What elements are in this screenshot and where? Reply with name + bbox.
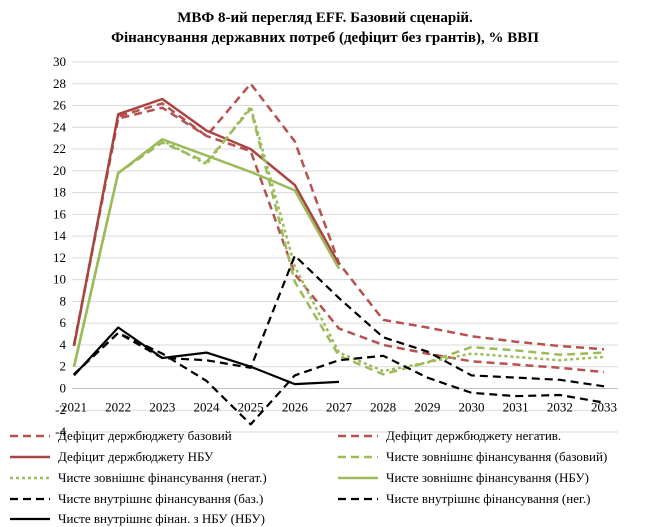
y-tick-label: 12 [53, 250, 66, 265]
y-tick-label: 18 [53, 185, 66, 200]
x-tick-label: 2024 [194, 399, 221, 414]
y-tick-label: 16 [53, 206, 67, 221]
x-tick-label: 2028 [370, 399, 396, 414]
x-tick-label: 2031 [503, 399, 529, 414]
y-tick-label: 26 [53, 98, 67, 113]
y-tick-label: 6 [60, 315, 67, 330]
y-tick-label: 8 [60, 293, 67, 308]
x-tick-label: 2032 [547, 399, 573, 414]
y-tick-label: 14 [53, 228, 67, 243]
y-tick-label: 20 [53, 163, 66, 178]
y-tick-label: 2 [60, 359, 67, 374]
series-line-6 [72, 138, 341, 367]
y-tick-label: 30 [53, 54, 66, 69]
y-tick-label: -2 [55, 402, 66, 417]
chart-title: МВФ 8-ий перегляд EFF. Базовий сценарій. [177, 10, 473, 26]
series-line-4 [72, 107, 605, 376]
x-tick-label: 2022 [105, 399, 131, 414]
x-tick-label: 2023 [149, 399, 175, 414]
y-tick-label: 22 [53, 141, 66, 156]
y-tick-label: 28 [53, 76, 66, 91]
x-tick-label: 2026 [282, 399, 309, 414]
x-tick-label: 2025 [238, 399, 264, 414]
chart-subtitle: Фінансування державних потреб (дефіцит б… [111, 30, 539, 46]
x-tick-label: 2027 [326, 399, 353, 414]
series-line-2 [72, 82, 605, 351]
x-tick-label: 2029 [414, 399, 440, 414]
series-line-7 [73, 331, 605, 426]
x-tick-label: 2021 [61, 399, 87, 414]
x-tick-label: 2030 [459, 399, 485, 414]
y-tick-label: 10 [53, 272, 66, 287]
x-tick-label: 2033 [591, 399, 617, 414]
series-line-1 [72, 106, 605, 374]
y-tick-label: 0 [60, 380, 67, 395]
y-tick-label: 4 [60, 337, 67, 352]
series-line-9 [73, 326, 340, 386]
y-tick-label: -4 [55, 424, 66, 439]
series-line-3 [72, 97, 341, 347]
y-tick-label: 24 [53, 119, 67, 134]
